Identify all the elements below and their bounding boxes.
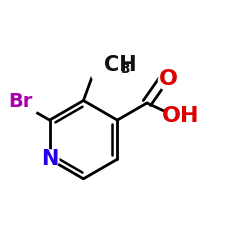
Text: N: N	[41, 149, 58, 169]
Text: 3: 3	[120, 62, 130, 76]
Circle shape	[40, 150, 59, 169]
Text: CH: CH	[104, 54, 137, 74]
Text: OH: OH	[162, 106, 199, 126]
Text: O: O	[159, 69, 178, 89]
Circle shape	[167, 103, 190, 126]
Text: Br: Br	[8, 92, 33, 111]
Circle shape	[158, 72, 177, 90]
Circle shape	[11, 92, 38, 119]
Circle shape	[91, 56, 120, 85]
